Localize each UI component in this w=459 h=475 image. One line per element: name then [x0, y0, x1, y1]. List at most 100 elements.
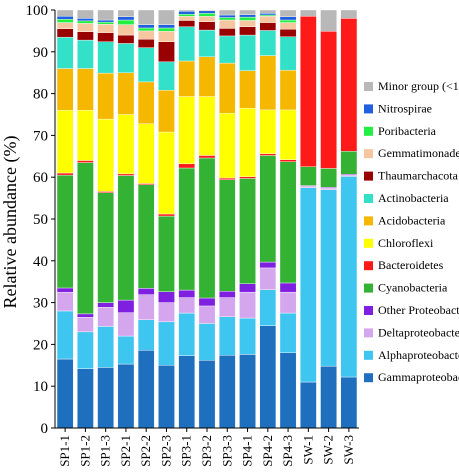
bar-segment: [218, 28, 236, 37]
bar-segment: [97, 9, 114, 21]
bar-segment: [218, 297, 236, 318]
x-tick-label: SW-1: [300, 435, 315, 465]
bar-segment: [137, 47, 155, 83]
bar-segment: [259, 13, 277, 16]
legend-item: Nitrospirae: [364, 101, 432, 115]
legend-swatch: [364, 104, 373, 114]
bar-segment: [279, 352, 297, 429]
legend: Minor group (<1%) Nitrospirae Poribacteria…: [364, 79, 459, 384]
legend-swatch: [364, 261, 373, 271]
y-tick-label: 0: [41, 421, 49, 437]
legend-swatch: [364, 171, 373, 181]
bar-segment: [178, 312, 196, 356]
bar-segment: [178, 297, 196, 314]
legend-swatch: [364, 238, 373, 248]
legend-label: Chloroflexi: [378, 236, 434, 250]
bar-segment: [97, 118, 114, 192]
bar-segment: [279, 282, 297, 293]
bar-segment: [198, 157, 216, 299]
y-axis: 0 10 20 30 40 50 60 70 80 90 100: [26, 3, 56, 437]
bar-stack-SW-1: [300, 9, 317, 429]
bar-segment: [259, 30, 277, 56]
bar-segment: [279, 69, 297, 111]
bar-segment: [259, 325, 277, 429]
bar-segment: [300, 381, 317, 429]
bar-segment: [198, 360, 216, 429]
bar-segment: [158, 321, 175, 366]
bar-stack-SP2-1: [117, 9, 135, 429]
y-tick-label: 10: [33, 379, 48, 395]
bar-segment: [218, 179, 236, 292]
bar-segment: [279, 29, 297, 37]
bar-segment: [56, 68, 74, 111]
bar-stack-SP1-1: [56, 9, 74, 429]
x-tick-label: SP1-2: [77, 435, 92, 467]
x-axis: SP1-1 SP1-2 SP1-3 SP2-1 SP2-2 SP2-3 SP3-1 SP3-2…: [55, 427, 359, 467]
bar-segment: [77, 20, 94, 24]
bar-segment: [158, 291, 175, 303]
bar-segment: [56, 16, 74, 20]
bar-segment: [117, 24, 135, 36]
bar-segment: [198, 13, 216, 17]
bar-segment: [178, 355, 196, 429]
bar-segment: [178, 60, 196, 97]
bar-segment: [158, 131, 175, 215]
y-axis-label: Relative abundance (%): [0, 136, 21, 309]
bar-segment: [259, 153, 277, 156]
bar-segment: [279, 22, 297, 30]
bar-segment: [97, 32, 114, 42]
bar-segment: [77, 313, 94, 318]
legend-item: Actinobacteria: [364, 191, 449, 205]
x-tick-label: SP1-3: [98, 435, 113, 467]
bar-segment: [239, 14, 256, 18]
bar-segment: [198, 155, 216, 159]
bar-stack-SP3-3: [218, 9, 236, 429]
bar-segment: [56, 110, 74, 174]
legend-swatch: [364, 328, 373, 338]
bar-segment: [137, 9, 155, 25]
bar-segment: [158, 213, 175, 217]
bar-segment: [117, 114, 135, 175]
bar-segment: [56, 174, 74, 289]
legend-item: Acidobacteria: [364, 213, 446, 227]
bar-segment: [198, 96, 216, 156]
bar-segment: [239, 283, 256, 293]
bar-segment: [320, 189, 337, 367]
legend-label: Minor group (<1%): [378, 79, 459, 93]
bar-stack-SW-2: [320, 9, 337, 429]
bar-segment: [77, 368, 94, 429]
legend-swatch: [364, 82, 373, 91]
bar-segment: [340, 9, 358, 19]
bar-segment: [300, 16, 317, 167]
bar-stack-SW-3: [340, 9, 358, 429]
bar-stack-SP2-3: [158, 9, 175, 429]
legend-swatch: [364, 149, 373, 159]
bar-segment: [198, 305, 216, 324]
y-tick-label: 80: [33, 87, 48, 103]
legend-label: Gammaproteobacteria: [378, 370, 459, 384]
bar-stack-SP2-2: [137, 9, 155, 429]
bar-segment: [117, 16, 135, 21]
y-tick-label: 50: [33, 212, 48, 228]
bar-segment: [137, 123, 155, 184]
bar-segment: [320, 187, 337, 190]
bar-segment: [77, 39, 94, 69]
bar-segment: [259, 261, 277, 269]
bar-segment: [77, 9, 94, 19]
bar-segment: [77, 162, 94, 315]
bar-segment: [279, 9, 297, 17]
bar-segment: [259, 9, 277, 14]
bar-segment: [259, 109, 277, 154]
bar-segment: [178, 96, 196, 165]
bar-segment: [239, 70, 256, 109]
bar-segment: [218, 19, 236, 29]
bar-segment: [279, 312, 297, 353]
bar-segment: [97, 326, 114, 368]
bar-segment: [198, 56, 216, 97]
bar-segment: [56, 36, 74, 69]
bar-segment: [117, 43, 135, 73]
bar-segment: [198, 21, 216, 31]
bar-segment: [117, 363, 135, 429]
legend-item: Cyanobacteria: [364, 281, 448, 295]
bar-segment: [218, 177, 236, 180]
